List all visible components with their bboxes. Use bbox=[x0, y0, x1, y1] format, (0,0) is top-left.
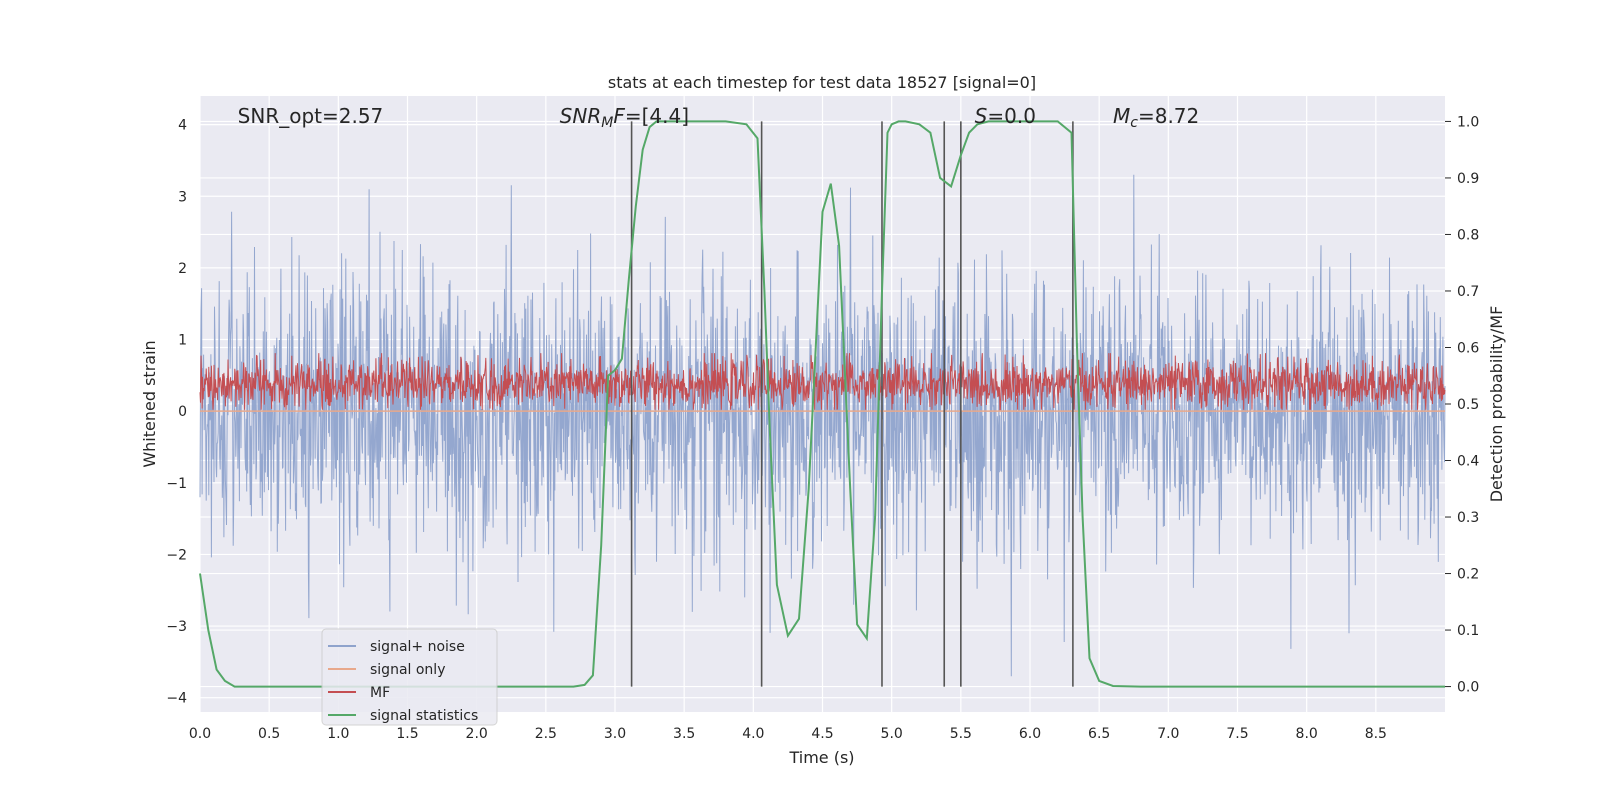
y2-tick-label: 0.0 bbox=[1457, 680, 1479, 696]
x-tick-label: 4.0 bbox=[742, 726, 764, 742]
ticks: 0.0 0.5 1.0 1.5 2.0 2.5 3.0 3.5 4.0 4.5 5.0 5.5 6.0 6… bbox=[166, 114, 1479, 742]
x-tick-label: 6.5 bbox=[1088, 726, 1110, 742]
x-tick-label: 2.5 bbox=[535, 726, 557, 742]
y2-tick-label: 1.0 bbox=[1457, 114, 1479, 130]
x-tick-label: 0.0 bbox=[189, 726, 211, 742]
y-tick-label: 2 bbox=[178, 261, 187, 277]
y2-tick-label: 0.9 bbox=[1457, 171, 1479, 187]
series-mf bbox=[199, 353, 1446, 411]
x-tick-label: 3.0 bbox=[604, 726, 626, 742]
legend-label: signal+ noise bbox=[370, 639, 465, 655]
legend-box bbox=[321, 628, 498, 726]
x-tick-label: 7.5 bbox=[1226, 726, 1248, 742]
series-signal-statistics bbox=[199, 120, 1445, 688]
y-tick-label: −3 bbox=[166, 619, 187, 635]
annotations: SNR_opt=2.57 SNRMF=[4.4] S=0.0 Mc=8.72 bbox=[238, 104, 1200, 131]
legend-label: MF bbox=[370, 685, 390, 701]
x-tick-label: 3.5 bbox=[673, 726, 695, 742]
y2-tick-label: 0.8 bbox=[1457, 227, 1479, 243]
x-tick-label: 7.0 bbox=[1157, 726, 1179, 742]
y2-tick-label: 0.3 bbox=[1457, 510, 1479, 526]
x-tick-label: 1.5 bbox=[396, 726, 418, 742]
snr-mf-annotation: SNRMF=[4.4] bbox=[560, 104, 689, 131]
y-tick-label: 1 bbox=[178, 333, 187, 349]
y2-tick-label: 0.2 bbox=[1457, 567, 1479, 583]
x-tick-label: 4.5 bbox=[811, 726, 833, 742]
y2-tick-label: 0.6 bbox=[1457, 340, 1479, 356]
legend: signal+ noise signal only MF signal statist… bbox=[321, 628, 498, 726]
y2-tick-label: 0.7 bbox=[1457, 284, 1479, 300]
x-tick-label: 1.0 bbox=[327, 726, 349, 742]
legend-label: signal only bbox=[370, 662, 445, 678]
y-tick-label: −4 bbox=[166, 691, 187, 707]
plot-area bbox=[199, 120, 1446, 688]
y-tick-label: −1 bbox=[166, 476, 187, 492]
y-tick-label: 3 bbox=[178, 189, 187, 205]
x-axis-label: Time (s) bbox=[788, 748, 854, 767]
mc-annotation: Mc=8.72 bbox=[1113, 104, 1199, 131]
x-tick-label: 8.0 bbox=[1296, 726, 1318, 742]
y2-tick-label: 0.5 bbox=[1457, 397, 1479, 413]
x-tick-label: 2.0 bbox=[466, 726, 488, 742]
legend-label: signal statistics bbox=[370, 708, 478, 724]
snr-opt-annotation: SNR_opt=2.57 bbox=[238, 104, 384, 128]
x-tick-label: 6.0 bbox=[1019, 726, 1041, 742]
y2-tick-label: 0.1 bbox=[1457, 623, 1479, 639]
y-tick-label: 4 bbox=[178, 118, 187, 134]
x-tick-label: 0.5 bbox=[258, 726, 280, 742]
chart-title: stats at each timestep for test data 185… bbox=[608, 73, 1036, 92]
y2-tick-label: 0.4 bbox=[1457, 454, 1479, 470]
y2-axis-label: Detection probability/MF bbox=[1487, 306, 1506, 503]
y-axis-label: Whitened strain bbox=[140, 340, 159, 467]
x-tick-label: 5.0 bbox=[881, 726, 903, 742]
x-tick-label: 5.5 bbox=[950, 726, 972, 742]
y-tick-label: −2 bbox=[166, 547, 187, 563]
y-tick-label: 0 bbox=[178, 404, 187, 420]
s-annotation: S=0.0 bbox=[975, 104, 1036, 128]
x-tick-label: 8.5 bbox=[1365, 726, 1387, 742]
series-signal-noise bbox=[199, 174, 1446, 677]
